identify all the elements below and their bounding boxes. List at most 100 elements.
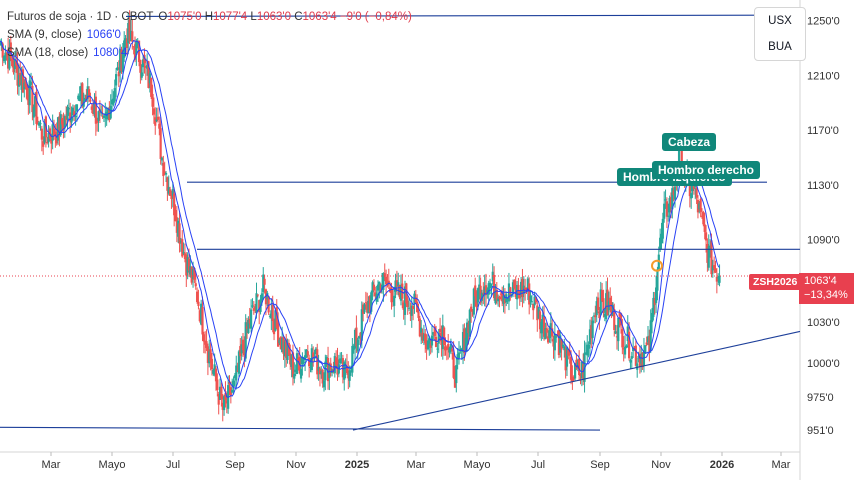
candle-body [89, 100, 92, 102]
candle-body [402, 302, 405, 310]
candle-body [43, 121, 46, 143]
candle-body [421, 332, 424, 341]
candle-body [532, 303, 535, 311]
candle-body [299, 368, 303, 379]
candle-body [588, 329, 592, 345]
candle-body [258, 300, 261, 313]
candle-body [58, 116, 61, 136]
candle-body [601, 290, 604, 301]
candle-body [653, 298, 656, 305]
y-tick-label: 1130'0 [807, 180, 839, 192]
candle-body [525, 287, 528, 290]
candle-body [254, 306, 257, 310]
candle-body [343, 362, 346, 380]
candle-body [170, 193, 173, 199]
candle-body [464, 337, 467, 352]
candle-body [518, 292, 521, 299]
candle-body [318, 368, 322, 375]
candle-body [282, 337, 285, 354]
change-value: −9'0 (−0,84%) [339, 11, 412, 23]
candle-body [198, 310, 201, 322]
currency-bottom[interactable]: BUA [768, 41, 792, 53]
x-tick-label: Mar [42, 459, 61, 471]
candle-body [641, 352, 644, 368]
candle-body [634, 345, 637, 366]
candle-body [28, 80, 31, 106]
candle-body [495, 289, 498, 300]
low-label: L [250, 11, 257, 23]
ma9-legend[interactable]: SMA (9, close) 1066'0 [7, 26, 412, 44]
candle-body [24, 77, 27, 88]
candle-body [305, 349, 308, 358]
candle-body [509, 287, 512, 295]
candle-body [691, 183, 694, 192]
candle-body [263, 278, 266, 285]
candle-body [618, 312, 621, 317]
x-tick-label: Mar [407, 459, 426, 471]
currency-top[interactable]: USX [768, 15, 792, 27]
candle-body [386, 284, 389, 286]
ma18-value: 1080'4 [93, 47, 128, 59]
candle-body [536, 305, 539, 321]
candle-body [474, 285, 477, 297]
last-price-pct: −13,34% [804, 289, 848, 301]
x-tick-label: Nov [286, 459, 306, 471]
candle-body [668, 198, 671, 213]
candle-body [379, 284, 382, 293]
candle-body [456, 354, 459, 360]
candle-body [88, 89, 91, 98]
candle-body [358, 336, 361, 339]
candle-body [340, 358, 343, 360]
candle-body [561, 344, 565, 347]
candle-body [471, 310, 474, 312]
candle-body [548, 330, 551, 339]
candle-body [393, 295, 396, 306]
candle-body [231, 389, 234, 393]
candle-body [173, 193, 176, 216]
candle-body [322, 380, 326, 388]
candle-body [565, 347, 569, 367]
candle-body [622, 348, 625, 350]
x-tick-label: Jul [531, 459, 545, 471]
candle-body [703, 224, 706, 232]
candle-body [511, 282, 515, 294]
annotation-head[interactable]: Cabeza [662, 133, 717, 151]
candle-body [309, 367, 312, 369]
candle-body [116, 67, 119, 70]
candle-body [272, 318, 276, 335]
candle-body [190, 266, 193, 283]
candle-body [150, 77, 153, 97]
candle-body [598, 311, 601, 319]
candle-body [466, 322, 469, 344]
candle-body [345, 366, 349, 373]
candle-body [54, 131, 57, 136]
candle-body [503, 299, 506, 304]
candle-body [329, 363, 332, 373]
candle-body [437, 332, 440, 344]
candle-body [517, 284, 520, 293]
candle-body [159, 128, 162, 159]
ohlc-values: O1075'0 H1077'4 L1063'0 C1063'4 −9'0 (−0… [158, 8, 411, 26]
candle-body [201, 307, 204, 335]
ma18-legend[interactable]: SMA (18, close) 1080'4 [7, 44, 412, 62]
candle-body [186, 257, 189, 273]
candle-body [136, 40, 139, 47]
candle-body [171, 189, 174, 196]
candle-body [13, 59, 16, 70]
candle-body [229, 387, 232, 396]
candle-body [197, 301, 200, 306]
candle-body [360, 309, 363, 341]
candle-body [270, 310, 273, 319]
candle-body [294, 369, 297, 372]
candle-body [524, 287, 527, 291]
candle-body [390, 289, 393, 303]
candle-body [158, 123, 161, 129]
candle-body [185, 254, 188, 276]
candle-body [599, 289, 602, 315]
candle-body [352, 345, 355, 350]
annotation-right-shoulder[interactable]: Hombro derecho [652, 161, 761, 179]
currency-selector[interactable]: USX BUA [754, 7, 806, 61]
candle-body [613, 309, 616, 331]
candle-body [672, 190, 675, 195]
